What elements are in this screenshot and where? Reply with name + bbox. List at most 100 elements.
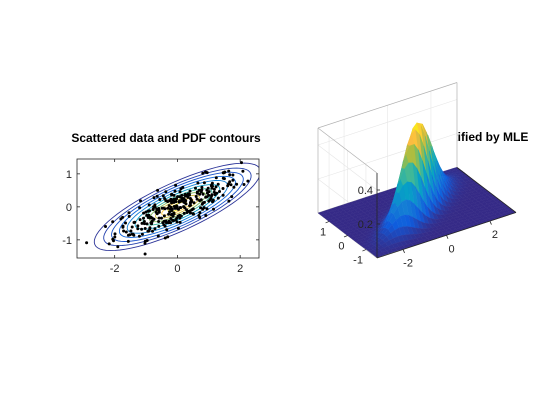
pdf-contour-line: [111, 171, 244, 242]
data-point: [189, 198, 193, 202]
data-point: [200, 188, 204, 192]
data-point: [155, 194, 159, 198]
surface-x-tick-label: 0: [448, 243, 454, 255]
surface-z-tick-labels: 0.2 0.4: [358, 185, 373, 231]
data-point: [167, 212, 171, 216]
data-point: [147, 203, 151, 207]
surface-y-tick-label: -1: [353, 255, 363, 267]
data-point: [188, 189, 192, 193]
y-tick-mark: [343, 235, 348, 238]
data-point: [174, 183, 178, 187]
data-point: [180, 193, 184, 197]
data-point: [195, 191, 199, 195]
data-point: [212, 187, 216, 191]
data-point: [210, 186, 214, 190]
grid-line: [317, 133, 458, 180]
data-point: [227, 199, 231, 203]
data-point: [126, 239, 130, 243]
data-point: [182, 211, 186, 215]
data-point: [143, 252, 147, 256]
data-point: [138, 206, 142, 210]
data-point: [200, 185, 204, 189]
data-point: [143, 241, 147, 245]
data-point: [113, 232, 117, 236]
data-point: [195, 197, 199, 201]
data-point: [181, 185, 185, 189]
data-point: [145, 239, 149, 242]
data-point: [173, 189, 177, 193]
axis-line: [456, 167, 517, 213]
data-point: [172, 205, 176, 208]
data-point: [207, 193, 211, 197]
data-point: [200, 202, 204, 206]
scatter-y-tick-label: 0: [66, 202, 72, 214]
data-point: [130, 225, 134, 229]
pdf-contour-line: [93, 162, 259, 252]
grid-line: [317, 144, 378, 191]
data-point: [231, 178, 235, 182]
data-point: [140, 221, 144, 225]
data-point: [172, 212, 176, 216]
x-tick-mark: [489, 220, 492, 225]
data-point: [176, 226, 180, 230]
data-point: [163, 236, 167, 240]
data-point: [169, 221, 173, 225]
data-point: [242, 183, 246, 186]
surface-y-tick-label: 1: [320, 226, 326, 238]
data-point: [153, 227, 157, 231]
data-point: [152, 217, 156, 221]
data-point: [148, 226, 152, 230]
surface-z-tick-label: 0.2: [358, 219, 373, 231]
data-point: [171, 214, 175, 218]
data-point: [194, 195, 198, 198]
surface-z-tick-label: 0.4: [358, 185, 373, 197]
data-point: [150, 220, 154, 224]
data-point: [205, 171, 209, 175]
data-point: [198, 199, 202, 203]
data-point: [127, 214, 131, 218]
surface-x-tick-label: 2: [492, 229, 498, 241]
data-point: [164, 190, 168, 194]
data-point: [182, 199, 186, 203]
data-point: [241, 169, 245, 173]
data-point: [169, 205, 173, 209]
data-point: [201, 192, 205, 196]
scatter-panel-title: Scattered data and PDF contours: [71, 131, 261, 145]
data-point: [199, 206, 203, 210]
data-point: [178, 199, 182, 203]
data-point: [216, 182, 220, 186]
data-point: [111, 220, 115, 224]
data-point: [205, 207, 209, 211]
data-point: [167, 204, 171, 208]
data-point: [142, 211, 146, 215]
data-point: [172, 193, 176, 197]
scatter-x-tick-label: 0: [174, 263, 180, 275]
data-point: [210, 193, 214, 197]
data-point: [161, 194, 165, 198]
data-point: [212, 190, 216, 194]
data-point: [121, 215, 125, 219]
scatter-x-tick-labels: -2 0 2: [110, 263, 243, 275]
data-point: [214, 185, 218, 189]
scatter-y-tick-label: -1: [62, 235, 72, 247]
data-point: [178, 216, 182, 220]
data-point: [130, 232, 134, 236]
x-tick-mark: [446, 235, 449, 239]
data-point: [145, 222, 149, 226]
data-point: [137, 234, 141, 238]
data-point: [221, 193, 225, 197]
data-point: [214, 176, 218, 180]
data-point: [196, 181, 200, 185]
surface-x-tick-label: -2: [403, 257, 413, 269]
data-point: [164, 219, 168, 223]
surface-panel: 2D Gaussian PDF identified by MLE 0.2 0.…: [317, 82, 528, 269]
data-point: [174, 218, 178, 222]
data-point: [178, 206, 182, 209]
data-point: [261, 189, 264, 192]
data-point: [183, 193, 187, 197]
data-point: [142, 222, 146, 226]
data-point: [148, 216, 152, 220]
data-point: [170, 193, 174, 197]
data-point: [128, 233, 132, 237]
data-point: [151, 208, 155, 211]
